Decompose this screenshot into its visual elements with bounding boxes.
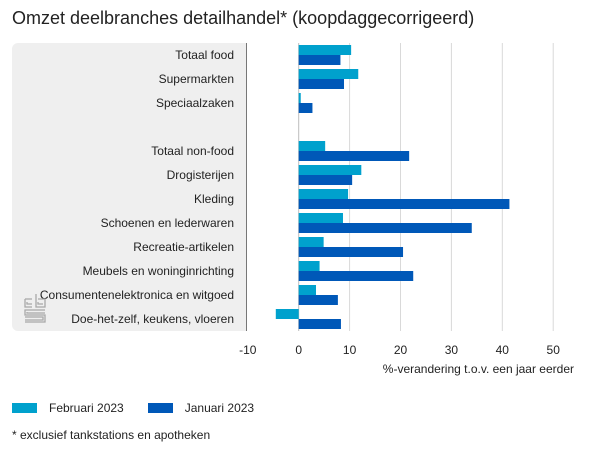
legend-item-januari: Januari 2023 xyxy=(147,401,255,415)
x-tick-label: 40 xyxy=(496,343,510,357)
x-tick-label: -10 xyxy=(239,343,257,357)
bar-januari xyxy=(298,247,404,257)
bar-januari xyxy=(298,103,313,113)
legend-label-februari: Februari 2023 xyxy=(49,401,124,415)
category-label: Meubels en woninginrichting xyxy=(82,264,234,278)
category-label: Doe-het-zelf, keukens, vloeren xyxy=(71,312,234,326)
bar-januari xyxy=(298,199,510,209)
legend-item-februari: Februari 2023 xyxy=(12,401,124,415)
category-label: Totaal non-food xyxy=(151,144,234,158)
legend-swatch-januari xyxy=(147,403,173,413)
legend-swatch-februari xyxy=(12,403,37,413)
bar-januari xyxy=(298,79,345,89)
chart-title: Omzet deelbranches detailhandel* (koopda… xyxy=(12,8,475,28)
category-label: Supermarkten xyxy=(158,72,234,86)
bar-februari xyxy=(298,237,324,247)
bar-februari xyxy=(298,285,317,295)
bar-januari xyxy=(298,175,353,185)
x-tick-label: 30 xyxy=(445,343,459,357)
legend-label-januari: Januari 2023 xyxy=(184,401,255,415)
bar-februari xyxy=(298,69,359,79)
category-label: Kleding xyxy=(193,192,234,206)
footnote: * exclusief tankstations en apotheken xyxy=(12,428,211,442)
bar-februari xyxy=(298,213,343,223)
category-label: Speciaalzaken xyxy=(155,96,234,110)
legend: Februari 2023 Januari 2023 xyxy=(12,401,278,415)
bar-januari xyxy=(298,271,414,281)
bar-januari xyxy=(298,151,410,161)
x-tick-label: 20 xyxy=(394,343,408,357)
bar-februari xyxy=(298,93,301,103)
category-label: Consumentenelektronica en witgoed xyxy=(39,288,234,302)
panel-divider xyxy=(246,43,247,331)
category-panel xyxy=(12,43,246,331)
cbs-logo-icon xyxy=(24,294,46,323)
x-axis-label: %-verandering t.o.v. een jaar eerder xyxy=(382,362,574,376)
x-tick-label: 50 xyxy=(547,343,561,357)
category-label: Drogisterijen xyxy=(166,168,234,182)
category-label: Totaal food xyxy=(175,48,234,62)
bar-februari xyxy=(275,309,299,319)
bar-januari xyxy=(298,223,472,233)
bar-februari xyxy=(298,189,349,199)
x-tick-label: 0 xyxy=(295,343,302,357)
bar-februari xyxy=(298,165,362,175)
bar-februari xyxy=(298,141,326,151)
category-label: Schoenen en lederwaren xyxy=(100,216,234,230)
category-label: Recreatie-artikelen xyxy=(133,240,234,254)
bar-februari xyxy=(298,45,352,55)
bar-januari xyxy=(298,319,341,329)
bar-januari xyxy=(298,295,338,305)
bar-februari xyxy=(298,261,320,271)
x-tick-label: 10 xyxy=(343,343,357,357)
bar-januari xyxy=(298,55,341,65)
